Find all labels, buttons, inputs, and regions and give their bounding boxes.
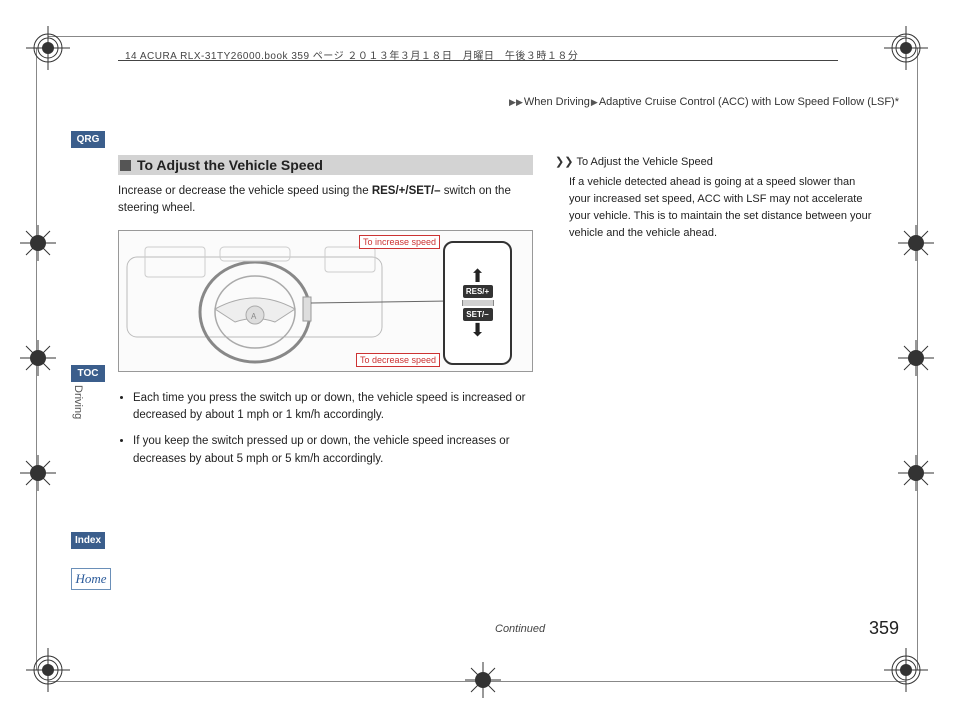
intro-bold: RES/+/SET/–: [372, 185, 441, 197]
increase-speed-label: To increase speed: [359, 235, 440, 249]
intro-text: Increase or decrease the vehicle speed u…: [118, 183, 533, 218]
registration-mark-icon: [26, 26, 70, 70]
intro-pre: Increase or decrease the vehicle speed u…: [118, 185, 372, 197]
arrow-down-icon: ⬇: [470, 323, 485, 337]
crosshair-icon: [465, 662, 501, 698]
registration-mark-icon: [884, 26, 928, 70]
triangle-icon: ▶▶: [509, 97, 523, 108]
home-label: Home: [75, 571, 106, 587]
switch-res-label: RES/+: [463, 285, 493, 298]
home-tab[interactable]: Home: [71, 568, 111, 590]
bullet-item: Each time you press the switch up or dow…: [133, 390, 533, 426]
index-tab[interactable]: Index: [71, 532, 105, 549]
page-number: 359: [869, 618, 899, 639]
qrg-tab[interactable]: QRG: [71, 131, 105, 148]
sidebar-note: ❯❯ To Adjust the Vehicle Speed If a vehi…: [555, 155, 875, 242]
decrease-speed-label: To decrease speed: [356, 353, 440, 367]
crosshair-icon: [20, 340, 56, 376]
breadcrumb-seg: Adaptive Cruise Control (ACC) with Low S…: [599, 96, 899, 108]
continued-label: Continued: [495, 623, 545, 635]
toc-tab[interactable]: TOC: [71, 365, 105, 382]
registration-mark-icon: [26, 648, 70, 692]
sidebar-title: ❯❯ To Adjust the Vehicle Speed: [555, 155, 875, 168]
breadcrumb-seg: When Driving: [524, 96, 590, 108]
bullet-item: If you keep the switch pressed up or dow…: [133, 433, 533, 469]
switch-callout: ⬆ RES/+ SET/− ⬇: [443, 241, 512, 365]
trim-top: [48, 36, 906, 37]
dashboard-figure: A To increase speed To decrease speed ⬆ …: [118, 230, 533, 372]
sidebar-text: If a vehicle detected ahead is going at …: [555, 174, 875, 242]
steering-wheel-illustration: A: [125, 237, 385, 365]
crosshair-icon: [898, 340, 934, 376]
registration-mark-icon: [884, 648, 928, 692]
arrow-up-icon: ⬆: [470, 269, 485, 283]
sidebar-title-text: To Adjust the Vehicle Speed: [576, 156, 712, 168]
bullet-list: Each time you press the switch up or dow…: [118, 390, 533, 469]
crosshair-icon: [20, 455, 56, 491]
double-chevron-icon: ❯❯: [555, 155, 573, 168]
triangle-icon: ▶: [591, 97, 598, 108]
section-title: To Adjust the Vehicle Speed: [137, 157, 323, 173]
res-set-switch-icon: ⬆ RES/+ SET/− ⬇: [462, 269, 494, 337]
main-content: To Adjust the Vehicle Speed Increase or …: [118, 155, 533, 480]
svg-text:A: A: [251, 312, 257, 321]
crosshair-icon: [898, 455, 934, 491]
square-bullet-icon: [120, 160, 131, 171]
section-header: To Adjust the Vehicle Speed: [118, 155, 533, 175]
section-rotated-label: Driving: [72, 385, 84, 419]
header-rule: [118, 60, 838, 61]
crosshair-icon: [898, 225, 934, 261]
breadcrumb: ▶▶When Driving▶Adaptive Cruise Control (…: [508, 96, 899, 108]
crosshair-icon: [20, 225, 56, 261]
